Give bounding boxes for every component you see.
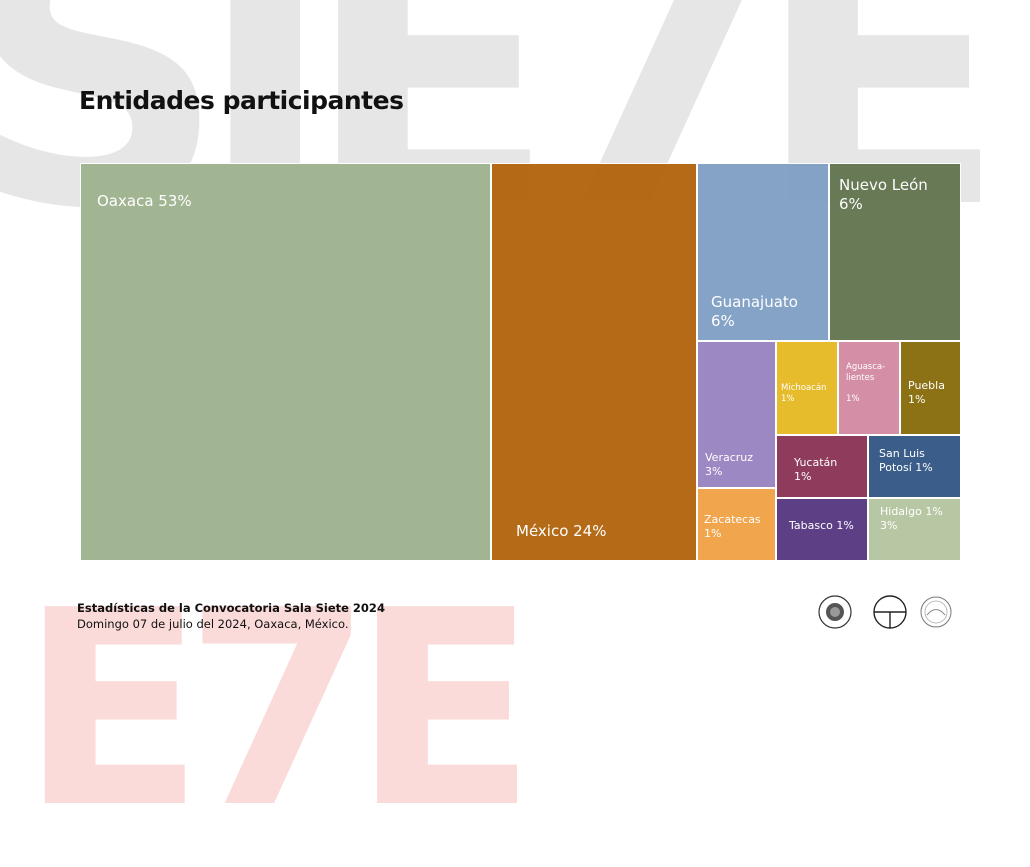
treemap-tile-label: Veracruz 3% [705,451,754,478]
treemap-tile-label: México 24% [516,522,607,540]
treemap-tile-michoac-n: Michoacán 1% [776,341,838,435]
treemap-tile-guanajuato: Guanajuato 6% [697,163,829,341]
treemap-tile-m-xico: México 24% [491,163,697,561]
footer-title: Estadísticas de la Convocatoria Sala Sie… [77,601,385,615]
treemap-tile-san-luis-potos-: San Luis Potosí 1% [868,435,961,498]
footer: Estadísticas de la Convocatoria Sala Sie… [77,601,385,631]
page-title: Entidades participantes [79,86,404,115]
treemap-tile-zacatecas: Zacatecas 1% [697,488,776,561]
treemap-chart: Oaxaca 53% México 24% Guanajuato 6% Nuevo L… [80,163,961,561]
treemap-tile-oaxaca: Oaxaca 53% [80,163,491,561]
logos [818,595,952,629]
treemap-tile-label: San Luis Potosí 1% [879,447,933,474]
treemap-tile-label: Puebla 1% [908,379,945,406]
treemap-tile-label: Aguasca- lientes 1% [846,362,886,404]
circle-crosshair-logo [873,595,907,629]
treemap-tile-aguascalientes: Aguasca- lientes 1% [838,341,900,435]
treemap-tile-label: Yucatán 1% [794,456,838,483]
treemap-tile-label: Nuevo León 6% [839,176,928,213]
treemap-tile-veracruz: Veracruz 3% [697,341,776,488]
treemap-tile-label: Guanajuato 6% [711,293,798,330]
footer-date: Domingo 07 de julio del 2024, Oaxaca, Mé… [77,617,349,631]
treemap-tile-hidalgo: Hidalgo 1% 3% [868,498,961,561]
treemap-tile-puebla: Puebla 1% [900,341,961,435]
seal-logo-1 [818,595,852,629]
treemap-tile-yucat-n: Yucatán 1% [776,435,868,498]
treemap-tile-label: Hidalgo 1% 3% [880,505,943,532]
treemap-tile-tabasco: Tabasco 1% [776,498,868,561]
seal-logo-2 [920,596,952,628]
treemap-tile-label: Zacatecas 1% [704,513,761,540]
treemap-tile-label: Michoacán 1% [781,383,827,404]
treemap-tile-label: Tabasco 1% [789,519,854,532]
treemap-tile-nuevo-le-n: Nuevo León 6% [829,163,961,341]
treemap-tile-label: Oaxaca 53% [97,192,192,210]
